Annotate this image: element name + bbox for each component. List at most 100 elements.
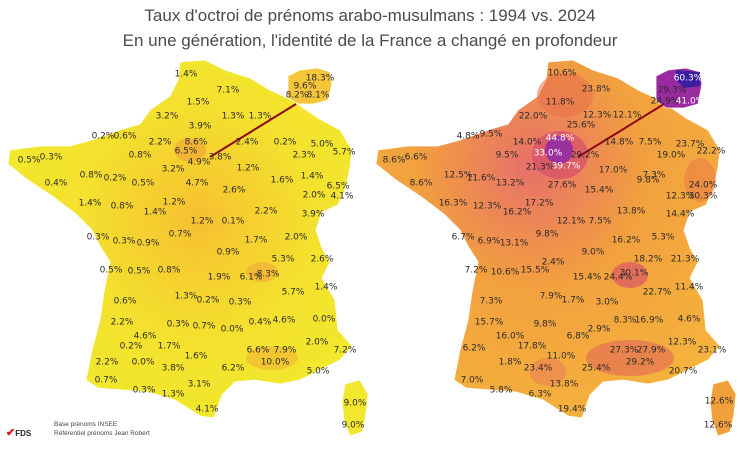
dept-label-2024-21: 21.3% (526, 163, 555, 173)
inset-pointer-2024 (577, 103, 665, 158)
dept-label-1994-45: 0.9% (137, 239, 160, 249)
inset-label-2024-2: 24.9% (651, 97, 680, 107)
dept-label-2024-4: 12.3% (583, 111, 612, 121)
chart-subtitle: En une génération, l'identité de la Fran… (122, 31, 618, 50)
dept-label-1994-77: 7.2% (334, 346, 357, 356)
dept-label-1994-19: 4.9% (188, 158, 211, 168)
hotspot-southwest-2024 (530, 358, 566, 386)
dept-label-1994-62: 0.2% (197, 296, 220, 306)
map-1994: 1.4%7.1%1.5%3.2% 1.3% 1.3%3.9%0.2% 0.6%2.2%… (7, 59, 369, 437)
dept-label-2024-45: 13.1% (500, 239, 529, 249)
inset-pointer-1994 (209, 103, 297, 158)
dept-label-1994-60: 0.6% (114, 297, 137, 307)
dept-label-2024-89: 19.4% (558, 405, 587, 415)
dept-label-2024-70: 16.0% (496, 332, 525, 342)
dept-label-2024-80: 11.0% (547, 352, 576, 362)
dept-label-1994-27: 4.7% (186, 179, 209, 189)
dept-label-1994-61: 1.3% (175, 292, 198, 302)
dept-label-1994-72: 0.2% (120, 342, 143, 352)
dept-label-1994-85: 0.7% (95, 376, 118, 386)
dept-label-1994-64: 2.2% (111, 318, 134, 328)
dept-label-2024-37: 17.2% (525, 199, 554, 209)
dept-label-1994-1: 7.1% (217, 86, 240, 96)
dept-label-1994-4: 1.3% (222, 112, 245, 122)
dept-label-2024-76: 27.9% (637, 346, 666, 356)
dept-label-1994-58: 1.4% (315, 283, 338, 293)
inset-label-1994-0: 18.3% (306, 74, 335, 84)
dept-label-2024-18: 9.5% (496, 151, 519, 161)
dept-label-2024-58: 30.1% (620, 269, 649, 279)
corsica-1994 (341, 379, 369, 437)
dept-label-1994-56: 6.1% (240, 273, 263, 283)
dept-label-1994-86: 0.3% (133, 386, 156, 396)
hotspot-lyon-2024 (612, 262, 648, 288)
dept-label-2024-0: 10.6% (548, 69, 577, 79)
map-2024: 10.6%23.8%11.8%22.0% 12.3% 12.1%25.6%4.8% 9… (375, 59, 737, 437)
france-shape-1994 (7, 59, 353, 419)
dept-label-1994-7: 0.2% (92, 132, 115, 142)
inset-box-1994 (287, 67, 333, 105)
dept-label-2024-7: 4.8% (457, 132, 480, 142)
dept-label-2024-79: 1.8% (499, 358, 522, 368)
dept-label-1994-51: 2.6% (311, 255, 334, 265)
dept-label-2024-28: 27.6% (548, 181, 577, 191)
inset-label-2024-3: 41.0% (676, 97, 705, 107)
logo-text: FDS (15, 429, 32, 438)
dept-label-1994-21: 0.3% (40, 153, 63, 163)
dept-label-2024-43: 6.7% (452, 233, 475, 243)
dept-label-2024-82: 25.4% (582, 364, 611, 374)
dept-label-1994-91: 9.0% (342, 421, 365, 431)
dept-label-1994-75: 6.6% (247, 346, 270, 356)
dept-label-1994-24: 0.8% (80, 171, 103, 181)
dept-label-1994-33: 2.0% (303, 191, 326, 201)
dept-label-2024-47: 16.2% (612, 236, 641, 246)
dept-label-1994-12: 0.2% (274, 138, 297, 148)
dept-label-1994-81: 10.0% (261, 358, 290, 368)
dept-label-1994-39: 2.2% (255, 207, 278, 217)
dept-label-1994-59: 5.7% (282, 288, 305, 298)
dept-label-2024-27: 13.2% (496, 179, 525, 189)
dept-label-2024-34: 30.3% (689, 192, 718, 202)
hotspot-lyon-1994 (246, 262, 278, 282)
dept-label-2024-23: 17.0% (599, 166, 628, 176)
dept-label-1994-3: 3.2% (156, 112, 179, 122)
dept-label-1994-37: 1.2% (163, 198, 186, 208)
hotspot-paris-core-2024 (545, 136, 573, 164)
dept-label-1994-70: 4.6% (134, 332, 157, 342)
dept-label-2024-65: 15.7% (475, 318, 504, 328)
dept-label-2024-73: 17.8% (518, 342, 547, 352)
source-credits: Base prénoms INSEE Référentiel prénoms J… (54, 420, 150, 438)
dept-label-1994-22: 3.2% (162, 165, 185, 175)
dept-label-2024-5: 12.1% (613, 111, 642, 121)
dept-label-2024-64: 3.0% (596, 298, 619, 308)
dept-label-2024-20: 6.6% (405, 153, 428, 163)
dept-label-1994-53: 0.5% (128, 267, 151, 277)
dept-label-2024-71: 6.8% (567, 332, 590, 342)
dept-label-1994-74: 2.0% (306, 338, 329, 348)
dept-label-2024-9: 14.0% (513, 138, 542, 148)
dept-label-2024-87: 13.8% (550, 380, 579, 390)
dept-label-1994-63: 0.3% (229, 298, 252, 308)
dept-label-1994-78: 2.2% (96, 358, 119, 368)
dept-label-1994-73: 1.7% (158, 342, 181, 352)
dept-label-2024-39: 13.8% (617, 207, 646, 217)
dept-label-2024-85: 7.0% (461, 376, 484, 386)
dept-label-2024-51: 21.3% (671, 255, 700, 265)
dept-label-1994-31: 0.4% (45, 179, 68, 189)
dept-label-2024-50: 18.2% (634, 255, 663, 265)
dept-label-1994-87: 3.1% (188, 380, 211, 390)
hotspot-east-2024 (684, 158, 716, 202)
hotspot-paris-1994 (174, 138, 206, 162)
dept-label-1994-17: 3.8% (209, 153, 232, 163)
dept-label-1994-79: 0.0% (132, 358, 155, 368)
dept-label-2024-10: 44.8% (546, 134, 575, 144)
dept-label-2024-63: 1.7% (562, 296, 585, 306)
dept-label-1994-10: 8.6% (185, 138, 208, 148)
dept-label-2024-59: 11.4% (675, 283, 704, 293)
dept-label-2024-84: 23.4% (524, 364, 553, 374)
dept-label-2024-77: 23.1% (698, 346, 727, 356)
dept-label-2024-35: 16.3% (439, 199, 468, 209)
dept-label-1994-71: 0.0% (221, 325, 244, 335)
hotspot-north-2024 (537, 73, 593, 117)
dept-label-1994-36: 0.8% (111, 202, 134, 212)
